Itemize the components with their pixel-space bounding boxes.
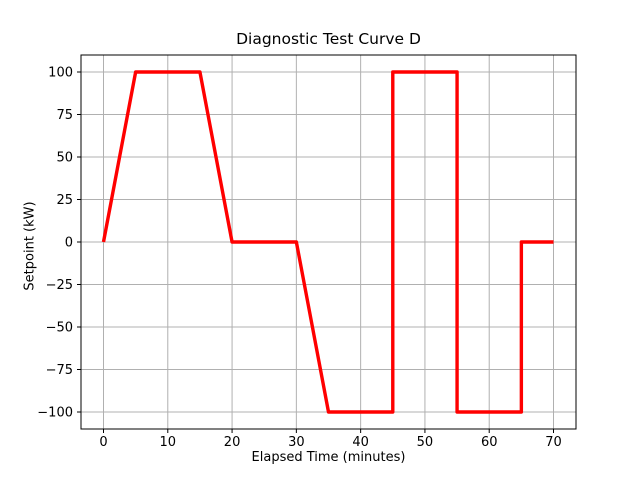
x-axis-label: Elapsed Time (minutes)	[251, 450, 406, 465]
x-tick-label: 50	[417, 435, 434, 450]
x-tick-label: 30	[288, 435, 305, 450]
x-tick-label: 70	[545, 435, 562, 450]
y-axis-label: Setpoint (kW)	[22, 201, 38, 291]
y-tick-label: −100	[37, 406, 73, 421]
chart-title: Diagnostic Test Curve D	[236, 30, 421, 48]
x-tick-label: 40	[352, 435, 369, 450]
y-tick-label: 0	[65, 236, 73, 251]
y-tick-label: 75	[56, 108, 73, 123]
x-tick-label: 10	[160, 435, 177, 450]
x-tick-label: 60	[481, 435, 498, 450]
y-tick-label: −50	[46, 321, 73, 336]
y-tick-label: 25	[56, 193, 73, 208]
data-line-setpoint	[101, 70, 554, 414]
y-tick-label: 50	[56, 151, 73, 166]
y-tick-label: −25	[46, 278, 73, 293]
x-tick-label: 20	[224, 435, 241, 450]
plot-border	[80, 54, 577, 430]
x-tick-label: 0	[99, 435, 107, 450]
y-tick-label: −75	[46, 363, 73, 378]
y-tick-label: 100	[48, 66, 73, 81]
